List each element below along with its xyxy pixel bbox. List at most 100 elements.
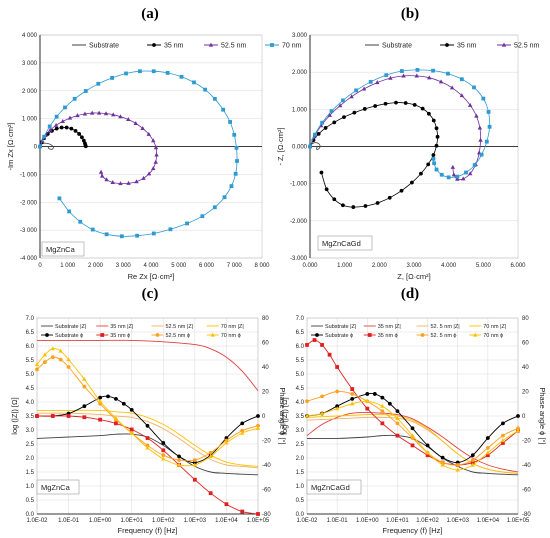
data-point-70-nm <box>119 234 124 239</box>
y2-tick-label: -20 <box>262 439 271 445</box>
y2-tick-label: 20 <box>522 390 529 396</box>
data-point-35-nm <box>54 126 59 131</box>
data-point-52-5-nm <box>388 75 393 80</box>
y-tick-label: 3.5 <box>26 414 35 420</box>
data-point-70-nm <box>481 96 486 101</box>
data-point-70-nm <box>129 430 134 435</box>
y-tick-label: 1.0 <box>26 484 35 490</box>
data-point-70-nm <box>395 416 400 421</box>
legend-label: Substrate |Z| <box>325 324 356 330</box>
data-point-52-5-nm <box>75 113 80 118</box>
data-point-70-nm <box>334 406 340 411</box>
data-point-70-nm <box>470 462 475 467</box>
data-point-substrate <box>380 395 385 400</box>
data-point-70-nm <box>485 450 491 455</box>
y-tick-label: -4 000 <box>20 256 38 262</box>
data-point-52-5-nm <box>335 389 340 394</box>
data-point-substrate <box>161 441 166 445</box>
y-tick-label: 0.0 <box>296 512 305 518</box>
data-point-70-nm <box>515 428 521 433</box>
data-point-70-nm <box>487 124 492 129</box>
data-point-52-5-nm <box>349 94 354 99</box>
data-point-substrate <box>240 421 245 426</box>
y-tick-label: 2 000 <box>22 89 38 95</box>
data-point-substrate <box>425 443 430 448</box>
data-point-70-nm <box>145 445 150 450</box>
y2-tick-label: -80 <box>522 512 531 518</box>
data-point-35-nm <box>73 128 78 133</box>
data-point-35-nm <box>501 441 505 445</box>
data-point-70-nm <box>365 398 370 403</box>
data-point-52-5-nm <box>141 175 146 180</box>
series-line-52-5-nm-z <box>36 412 259 469</box>
data-point-70-nm <box>234 145 239 150</box>
data-point-35-nm <box>192 477 197 482</box>
nyquist-chart-a: 0 1 000 2 000 3 000 4 000 5 000 6 000 7 000 8 00… <box>6 33 302 281</box>
data-point-52-5-nm <box>118 181 123 186</box>
x-tick-label: 1.0E+05 <box>507 518 530 524</box>
x-tick-label: 3.000 <box>406 263 422 269</box>
data-point-52-5-nm <box>140 125 145 130</box>
data-point-70-nm <box>208 454 213 459</box>
y-tick-label: 5.5 <box>26 358 35 364</box>
data-point-70-nm <box>185 221 189 226</box>
data-point-35-nm <box>410 443 415 448</box>
data-point-52-5-nm <box>177 458 181 462</box>
y-axis-title: log (|Z|) [Ω] <box>10 397 19 434</box>
x-tick-label: 1.0E+04 <box>215 518 238 524</box>
data-point-52-5-nm <box>474 113 479 118</box>
data-point-35-nm <box>383 101 388 106</box>
data-point-70-nm <box>224 440 229 445</box>
data-point-70-nm <box>484 139 489 144</box>
y-tick-label: 6.0 <box>26 344 35 350</box>
data-point-52-5-nm <box>133 120 138 125</box>
legend-label: Substrate <box>89 43 119 50</box>
y2-tick-label: 40 <box>262 365 269 371</box>
legend-label: 35 nm ϕ <box>378 333 398 339</box>
panel-letter-c: (c) <box>142 286 159 302</box>
y-axis-title: -Im Zx [Ω·cm²] <box>6 122 15 170</box>
data-point-52-5-nm <box>82 111 88 116</box>
data-point-52-5-nm <box>401 73 406 78</box>
sample-label-b-text: MgZnCaGd <box>322 239 361 248</box>
data-point-70-nm <box>446 71 450 76</box>
data-point-70-nm <box>431 156 436 161</box>
data-point-52-5-nm <box>414 73 419 78</box>
legend-swatch-marker <box>210 332 215 337</box>
data-point-70-nm <box>203 87 208 92</box>
data-point-70-nm <box>320 120 325 125</box>
data-point-70-nm <box>54 114 59 119</box>
data-point-70-nm <box>82 376 87 381</box>
legend-swatch-marker <box>420 333 425 337</box>
data-point-52-5-nm <box>60 119 65 124</box>
data-point-70-nm <box>50 346 55 351</box>
data-point-52-5-nm <box>470 458 475 462</box>
data-point-52-5-nm <box>146 171 152 176</box>
data-point-52-5-nm <box>53 122 59 127</box>
data-point-70-nm <box>319 411 325 416</box>
data-point-70-nm <box>472 163 477 167</box>
x-tick-label: 3 000 <box>116 263 132 269</box>
data-point-substrate <box>82 404 87 409</box>
data-point-35-nm <box>50 414 55 418</box>
y-tick-label: -1.000 <box>290 182 308 188</box>
data-point-70-nm <box>113 416 119 421</box>
data-point-35-nm <box>470 460 475 465</box>
data-point-70-nm <box>90 227 95 232</box>
legend-label: 52.5 nm |Z| <box>166 324 194 330</box>
y-tick-label: 3.5 <box>296 414 305 420</box>
data-point-70-nm <box>110 76 115 80</box>
data-point-35-nm <box>59 125 64 130</box>
legend-label: 52.5 nm <box>514 43 539 50</box>
data-point-70-nm <box>368 79 373 84</box>
legend-swatch-marker <box>501 42 507 47</box>
data-point-52-5-nm <box>48 127 53 132</box>
data-point-52-5-nm <box>99 173 105 178</box>
data-point-substrate <box>106 394 110 399</box>
data-point-70-nm <box>440 462 445 467</box>
data-point-substrate <box>129 407 134 412</box>
bode-chart-c: 1.0E-02 1.0E-01 1.0E+00 1.0E+01 1.0E+02 1.0E+… <box>10 316 287 535</box>
data-point-substrate <box>516 414 520 418</box>
data-point-substrate <box>470 453 475 458</box>
x-tick-label: 6 000 <box>199 263 215 269</box>
